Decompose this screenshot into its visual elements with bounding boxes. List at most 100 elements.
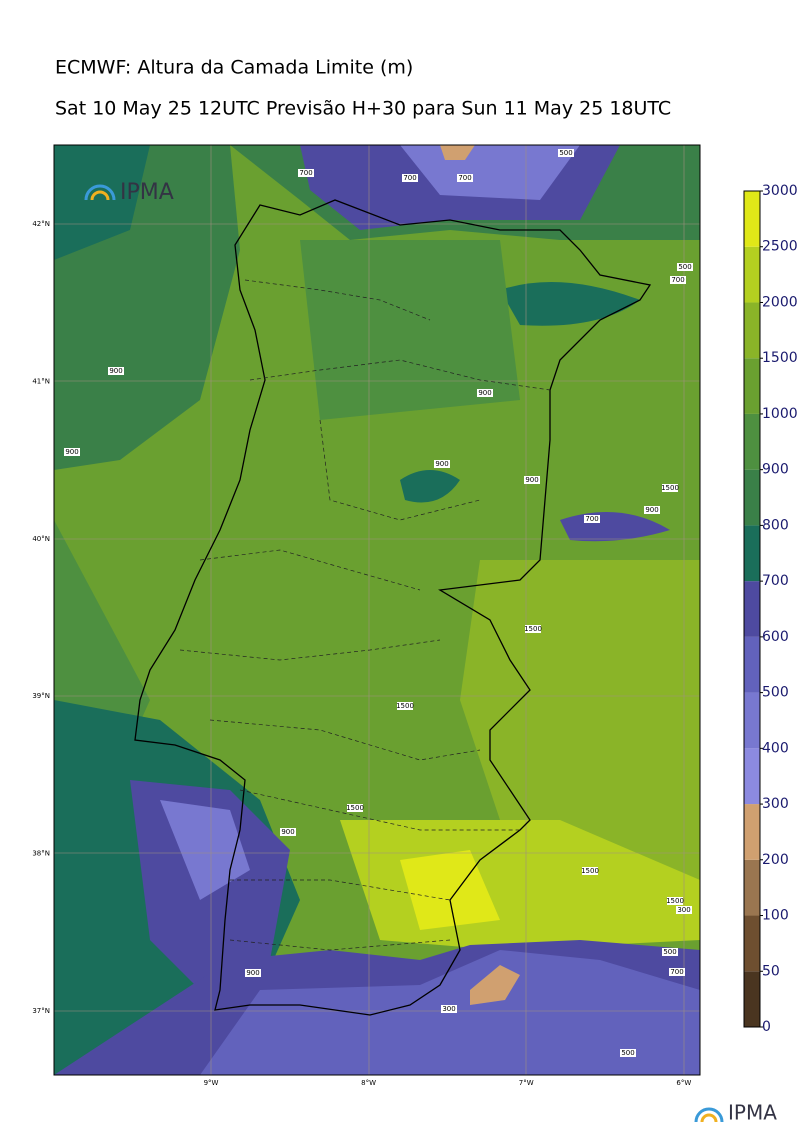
contour-label-bg	[108, 367, 124, 375]
colorbar-label: 800	[762, 517, 789, 533]
contour-label: 900	[246, 969, 259, 977]
lat-label: 37°N	[32, 1007, 50, 1015]
contour-label-bg	[558, 149, 574, 157]
graticule	[54, 145, 700, 1075]
contour-label-bg	[441, 1005, 457, 1013]
contour-label: 1500	[661, 484, 679, 492]
contour-label-bg	[280, 828, 296, 836]
map-logo: IPMA	[84, 180, 174, 205]
contour-label: 1500	[524, 625, 542, 633]
colorbar-label: 50	[762, 963, 780, 979]
contour-label-bg	[457, 174, 473, 182]
contour-label: 900	[525, 476, 538, 484]
colorbar-swatch	[744, 859, 760, 916]
colorbar-swatch	[744, 413, 760, 470]
colorbar-swatch	[744, 748, 760, 805]
contour-label: 900	[281, 828, 294, 836]
contour-label-bg	[525, 625, 541, 633]
contour-label-bg	[644, 506, 660, 514]
lat-label: 38°N	[32, 850, 50, 858]
contour-label-bg	[477, 389, 493, 397]
contour-label: 500	[559, 149, 572, 157]
colorbar-label: 0	[762, 1019, 771, 1035]
contour-label-bg	[298, 169, 314, 177]
lon-label: 8°W	[361, 1079, 376, 1087]
contour-label: 700	[299, 169, 312, 177]
contour-label: 900	[478, 389, 491, 397]
coastline	[134, 199, 652, 1016]
contour-label: 700	[403, 174, 416, 182]
contour-label-bg	[582, 867, 598, 875]
contour-label-bg	[662, 484, 678, 492]
contour-label-bg	[662, 948, 678, 956]
contour-label-bg	[245, 969, 261, 977]
colorbar-swatch	[744, 915, 760, 972]
contour-label-bg	[676, 906, 692, 914]
colorbar-swatch	[744, 636, 760, 693]
contour-label-bg	[620, 1049, 636, 1057]
contour-label: 700	[670, 968, 683, 976]
colorbar-swatch	[744, 804, 760, 860]
contour-label: 900	[65, 448, 78, 456]
colorbar-label: 2000	[762, 294, 798, 310]
lon-label: 6°W	[676, 1079, 691, 1087]
contour-label-bg	[669, 968, 685, 976]
map-logo-text: IPMA	[120, 180, 174, 205]
contour-label: 300	[442, 1005, 455, 1013]
contour-label: 500	[663, 948, 676, 956]
footer-logo-text: IPMA	[728, 1101, 777, 1125]
contour-label-bg	[670, 276, 686, 284]
contour-label: 1500	[346, 804, 364, 812]
lon-label: 9°W	[204, 1079, 219, 1087]
map-frame	[53, 144, 701, 1076]
colorbar-label: 100	[762, 908, 789, 924]
contour-label-bg	[64, 448, 80, 456]
contour-label-bg	[524, 476, 540, 484]
contour-label: 700	[458, 174, 471, 182]
colorbar-label: 600	[762, 629, 789, 645]
contour-label: 500	[621, 1049, 634, 1057]
contour-label: 700	[585, 515, 598, 523]
district-borders	[179, 279, 551, 951]
contour-label: 1500	[581, 867, 599, 875]
contour-label: 900	[109, 367, 122, 375]
colorbar-label: 400	[762, 740, 789, 756]
contour-label: 300	[677, 906, 690, 914]
contour-label-bg	[402, 174, 418, 182]
lat-label: 40°N	[32, 535, 50, 543]
contour-label: 900	[435, 460, 448, 468]
contour-label: 700	[671, 276, 684, 284]
map-field	[54, 145, 700, 1075]
contour-label: 900	[645, 506, 658, 514]
footer-logo: IPMA	[694, 1101, 777, 1125]
colorbar-frame	[743, 190, 761, 1028]
colorbar-label: 200	[762, 852, 789, 868]
contour-label-bg	[584, 515, 600, 523]
colorbar-swatch	[744, 971, 760, 1027]
contour-label: 500	[678, 263, 691, 271]
lon-label: 7°W	[519, 1079, 534, 1087]
lat-label: 39°N	[32, 692, 50, 700]
colorbar-swatch	[744, 246, 760, 303]
colorbar-swatch	[744, 525, 760, 582]
contour-label-bg	[347, 804, 363, 812]
title: ECMWF: Altura da Camada Limite (m)	[55, 57, 413, 79]
lat-label: 41°N	[32, 377, 50, 385]
contour-label-bg	[677, 263, 693, 271]
colorbar-swatch	[744, 469, 760, 526]
colorbar-swatch	[744, 191, 760, 247]
contour-label: 1500	[396, 702, 414, 710]
colorbar-label: 700	[762, 573, 789, 589]
contour-label-bg	[434, 460, 450, 468]
colorbar-label: 1500	[762, 350, 798, 366]
colorbar-swatch	[744, 358, 760, 414]
colorbar-label: 300	[762, 796, 789, 812]
colorbar-label: 3000	[762, 183, 798, 199]
contour-label-bg	[397, 702, 413, 710]
colorbar-label: 500	[762, 685, 789, 701]
colorbar-swatch	[744, 302, 760, 359]
colorbar-swatch	[744, 692, 760, 749]
colorbar-label: 900	[762, 462, 789, 478]
